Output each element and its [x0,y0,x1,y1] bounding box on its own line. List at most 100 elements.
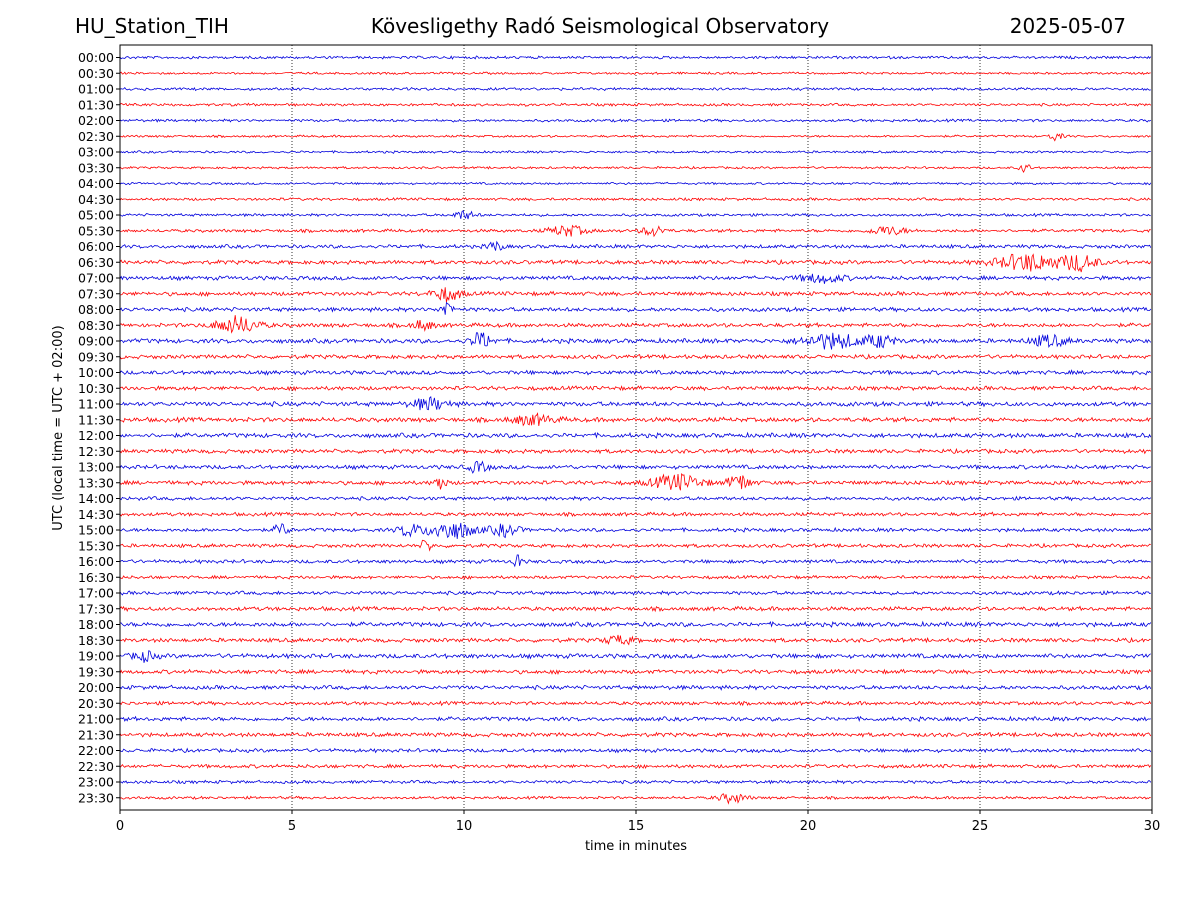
trace-0530 [119,224,1151,238]
y-tick-label: 23:30 [78,790,114,805]
x-tick-label: 0 [116,819,124,834]
y-tick-label: 21:30 [78,727,114,742]
y-tick-label: 16:30 [78,570,114,585]
x-tick-label: 5 [288,819,296,834]
trace-1030 [119,385,1151,392]
y-tick-label: 11:00 [78,397,114,412]
trace-1800 [119,620,1152,628]
trace-1230 [119,447,1152,455]
y-tick-label: 08:30 [78,318,114,333]
y-tick-label: 15:30 [78,538,114,553]
y-axis-ticks: 00:0000:3001:0001:3002:0002:3003:0003:30… [78,50,120,805]
trace-1430 [119,511,1151,518]
y-tick-label: 14:00 [78,491,114,506]
trace-0630 [119,253,1152,273]
y-tick-label: 17:00 [78,586,114,601]
y-tick-label: 14:30 [78,507,114,522]
trace-1000 [119,369,1152,376]
x-tick-label: 10 [456,819,473,834]
trace-1700 [119,590,1151,596]
y-tick-label: 01:30 [78,97,114,112]
trace-0300 [119,150,1151,154]
trace-0230 [119,133,1151,142]
trace-1930 [119,668,1152,675]
y-tick-label: 09:00 [78,334,114,349]
trace-1900 [119,650,1151,663]
trace-2300 [119,779,1152,785]
y-tick-label: 20:30 [78,696,114,711]
y-tick-label: 18:30 [78,633,114,648]
y-tick-label: 07:00 [78,271,114,286]
trace-0400 [119,181,1152,186]
y-tick-label: 15:00 [78,523,114,538]
y-tick-label: 04:30 [78,192,114,207]
x-axis-ticks: 0 5 10 15 20 25 30 [116,810,1160,834]
trace-1400 [119,495,1152,502]
y-tick-label: 06:30 [78,255,114,270]
y-tick-label: 12:00 [78,428,114,443]
trace-2230 [119,763,1152,770]
trace-1730 [119,605,1152,613]
y-tick-label: 23:00 [78,775,114,790]
trace-2200 [119,747,1152,754]
trace-0100 [119,86,1151,92]
trace-0730 [120,287,1152,303]
y-tick-label: 03:00 [78,145,114,160]
x-tick-label: 30 [1144,819,1161,834]
y-tick-label: 13:30 [78,475,114,490]
y-tick-label: 22:00 [78,743,114,758]
y-tick-label: 13:00 [78,460,114,475]
y-tick-label: 22:30 [78,759,114,774]
y-tick-label: 04:00 [78,176,114,191]
trace-0930 [119,353,1151,360]
y-tick-label: 20:00 [78,680,114,695]
trace-0200 [119,118,1152,123]
trace-0900 [119,332,1152,350]
y-tick-label: 00:30 [78,66,114,81]
trace-1530 [119,539,1151,552]
station-name: HU_Station_TIH [75,14,229,38]
y-tick-label: 19:30 [78,664,114,679]
y-axis-label: UTC (local time = UTC + 02:00) [51,325,66,530]
observatory-title: Kövesligethy Radó Seismological Observat… [370,14,830,38]
y-tick-label: 00:00 [78,50,114,65]
y-tick-label: 02:00 [78,113,114,128]
trace-2100 [119,715,1151,723]
record-date: 2025-05-07 [1009,14,1126,38]
y-tick-label: 19:00 [78,649,114,664]
trace-0830 [119,315,1151,334]
trace-0130 [119,102,1152,107]
trace-0000 [119,55,1152,60]
trace-0800 [119,301,1152,315]
trace-1500 [120,522,1152,539]
trace-1630 [119,574,1151,580]
y-tick-label: 18:00 [78,617,114,632]
trace-0330 [119,164,1152,173]
x-grid [291,45,981,810]
y-tick-label: 17:30 [78,601,114,616]
trace-0500 [119,210,1151,220]
trace-0700 [119,273,1151,284]
y-tick-label: 11:30 [78,412,114,427]
y-tick-label: 16:00 [78,554,114,569]
y-tick-label: 03:30 [78,160,114,175]
x-axis-label: time in minutes [585,839,687,854]
trace-1600 [119,554,1151,568]
y-tick-label: 08:00 [78,302,114,317]
trace-0030 [119,71,1151,76]
y-tick-label: 10:00 [78,365,114,380]
y-tick-label: 10:30 [78,381,114,396]
trace-1200 [119,431,1152,439]
y-tick-label: 02:30 [78,129,114,144]
y-tick-label: 06:00 [78,239,114,254]
trace-0430 [119,197,1151,202]
seismic-traces [119,55,1152,805]
trace-2130 [119,731,1152,738]
x-tick-label: 20 [800,819,817,834]
y-tick-label: 05:30 [78,223,114,238]
trace-1100 [119,395,1151,411]
y-tick-label: 21:00 [78,712,114,727]
trace-0600 [119,240,1152,251]
trace-2000 [119,684,1152,691]
